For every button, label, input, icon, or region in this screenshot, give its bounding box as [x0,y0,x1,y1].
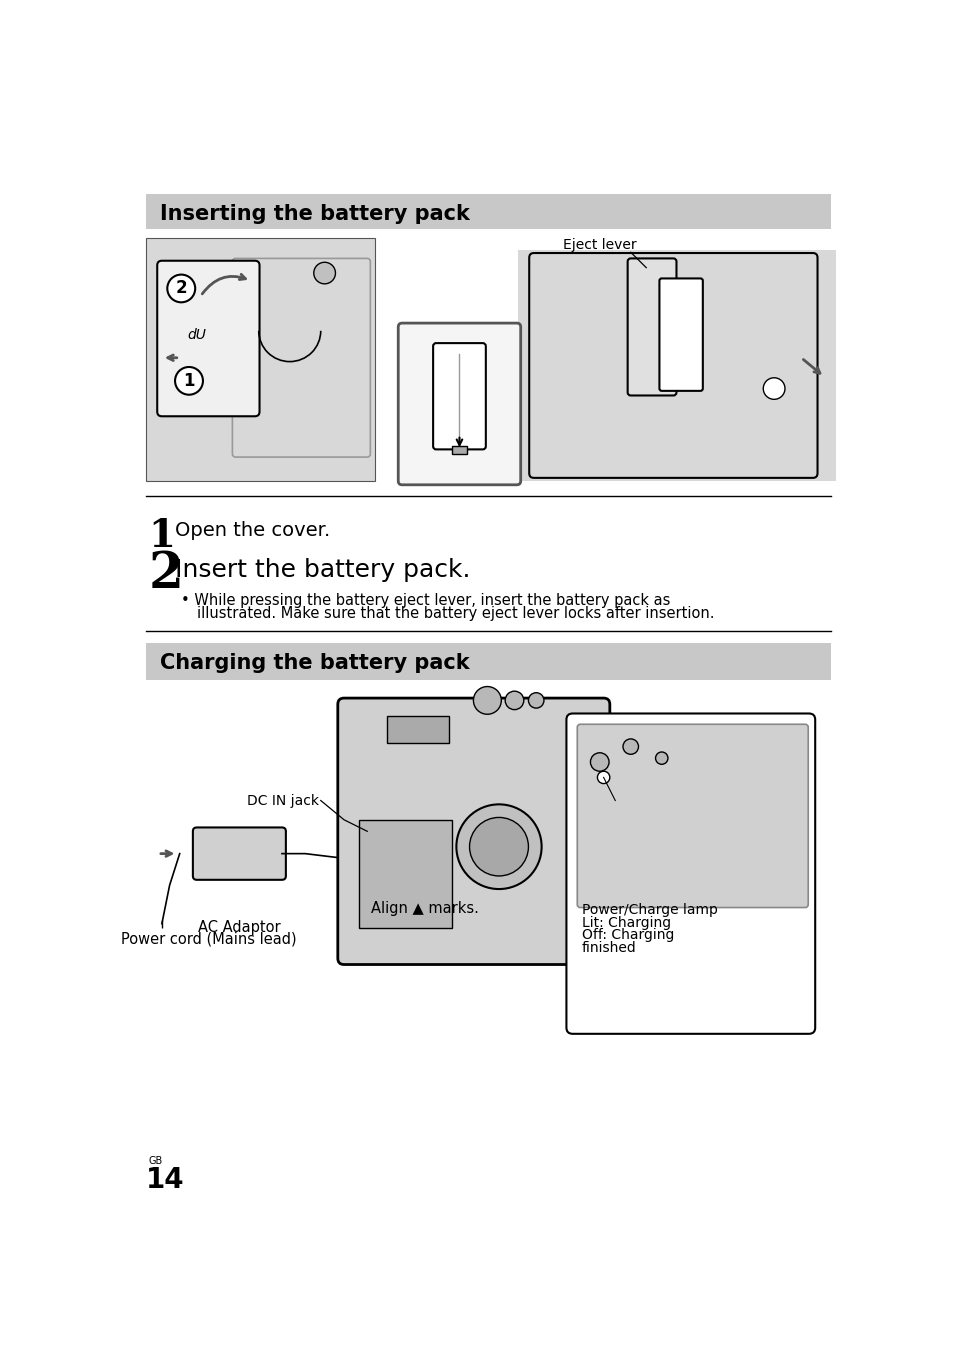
Text: Power cord (Mains lead): Power cord (Mains lead) [120,931,295,947]
Bar [397,862,412,877]
Text: dU: dU [187,328,206,342]
FancyBboxPatch shape [627,258,676,395]
Text: Inserting the battery pack: Inserting the battery pack [159,203,469,223]
Text: Off: Charging: Off: Charging [581,928,674,943]
Circle shape [314,262,335,284]
Bar [599,822,611,841]
Circle shape [597,771,609,784]
Text: Power/Charge lamp: Power/Charge lamp [581,902,717,917]
Text: DC IN jack: DC IN jack [247,794,319,807]
Bar [359,819,452,928]
FancyBboxPatch shape [577,724,807,908]
Text: Align ▲ marks.: Align ▲ marks. [371,901,478,916]
FancyBboxPatch shape [337,698,609,964]
Text: Charging the battery pack: Charging the battery pack [159,654,469,674]
FancyBboxPatch shape [659,278,702,391]
Text: 14: 14 [146,1166,185,1194]
Text: GB: GB [149,1157,163,1166]
Bar [452,447,467,455]
Text: Open the cover.: Open the cover. [174,521,330,539]
Text: Insert the battery pack.: Insert the battery pack. [174,558,470,582]
FancyBboxPatch shape [397,323,520,484]
FancyBboxPatch shape [157,261,259,416]
FancyBboxPatch shape [433,343,485,449]
Circle shape [655,752,667,764]
Text: Eject lever: Eject lever [562,238,636,253]
Text: 2: 2 [175,280,187,297]
FancyBboxPatch shape [193,827,286,880]
Text: AC Adaptor: AC Adaptor [198,920,280,935]
Text: 1: 1 [183,371,194,390]
Circle shape [473,686,500,714]
Bar [146,238,375,482]
FancyBboxPatch shape [566,713,815,1034]
Circle shape [174,367,203,394]
Text: • While pressing the battery eject lever, insert the battery pack as: • While pressing the battery eject lever… [181,593,670,608]
Bar [146,194,831,229]
Circle shape [505,691,523,710]
Text: Lit: Charging: Lit: Charging [581,916,670,929]
Circle shape [469,818,528,876]
Text: 2: 2 [149,550,183,600]
Circle shape [590,753,608,771]
Bar [517,250,835,482]
Text: 1: 1 [149,516,175,555]
Bar [386,716,448,742]
Circle shape [622,738,638,755]
Text: finished: finished [581,940,636,955]
Circle shape [528,693,543,707]
Circle shape [762,378,784,399]
Bar [146,643,831,679]
FancyBboxPatch shape [233,258,370,457]
Circle shape [456,804,541,889]
Circle shape [167,274,195,303]
Text: illustrated. Make sure that the battery eject lever locks after insertion.: illustrated. Make sure that the battery … [196,607,714,621]
FancyBboxPatch shape [529,253,817,477]
